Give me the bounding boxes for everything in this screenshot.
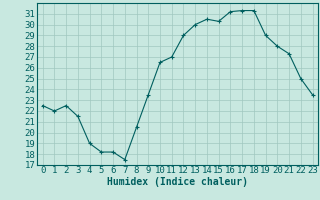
- X-axis label: Humidex (Indice chaleur): Humidex (Indice chaleur): [107, 177, 248, 187]
